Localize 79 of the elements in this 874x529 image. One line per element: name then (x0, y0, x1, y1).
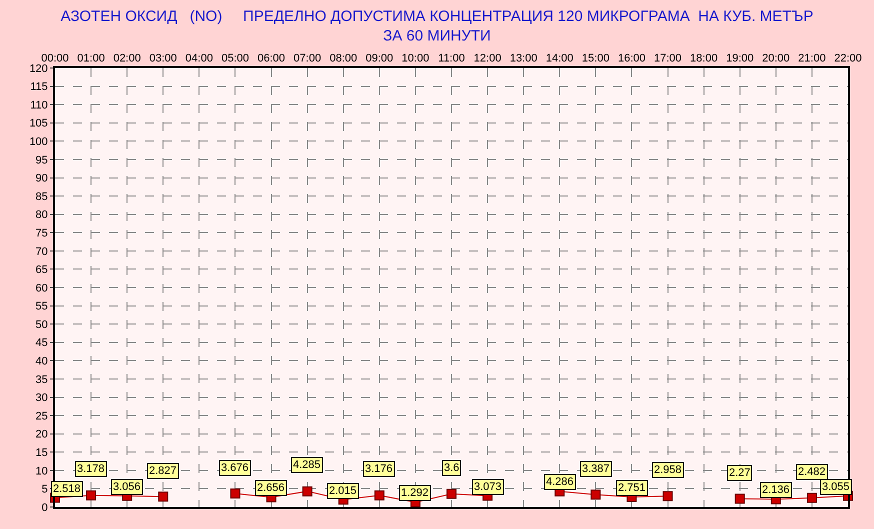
data-label: 2.482 (798, 466, 826, 478)
x-tick-label: 18:00 (690, 52, 718, 65)
y-tick-label: 85 (36, 190, 48, 203)
y-tick-label: 20 (36, 428, 48, 441)
y-tick-label: 95 (36, 154, 48, 166)
y-tick-label: 15 (36, 446, 48, 459)
point (158, 492, 168, 502)
x-tick-label: 10:00 (402, 52, 430, 65)
x-tick-label: 06:00 (258, 52, 286, 65)
y-tick-label: 90 (36, 172, 48, 185)
data-label: 3.055 (822, 481, 850, 493)
data-label: 3.056 (113, 481, 141, 493)
y-tick-label: 115 (30, 81, 48, 94)
x-tick-label: 13:00 (510, 52, 538, 65)
y-tick-label: 55 (36, 300, 48, 313)
x-tick-label: 20:00 (762, 52, 790, 65)
y-tick-label: 110 (30, 99, 48, 112)
data-label: 3.178 (77, 463, 105, 475)
data-label: 2.27 (729, 467, 750, 479)
y-tick-label: 50 (36, 318, 48, 331)
chart-title: АЗОТЕН ОКСИД (NO) ПРЕДЕЛНО ДОПУСТИМА КОНЦЕНТРАЦИЯ 120 МИКРОГРАМА НА КУБ. МЕТЪР ЗА 60 МИНУТИ (60, 8, 814, 45)
x-tick-label: 14:00 (546, 52, 574, 65)
y-tick-label: 70 (36, 246, 48, 258)
point (446, 488, 456, 499)
point (734, 494, 745, 504)
x-tick-label: 00:00 (41, 52, 69, 65)
y-tick-label: 5 (42, 484, 48, 496)
data-label: 3.676 (221, 462, 249, 474)
y-tick-label: 75 (36, 227, 48, 240)
x-tick-label: 08:00 (330, 52, 358, 65)
point (86, 490, 96, 500)
x-tick-label: 15:00 (582, 52, 610, 65)
x-tick-label: 09:00 (366, 52, 394, 65)
data-label: 3.176 (365, 463, 393, 475)
data-label: 3.073 (474, 481, 502, 493)
x-tick-label: 11:00 (438, 52, 465, 65)
x-tick-label: 07:00 (294, 52, 322, 65)
x-tick-label: 03:00 (149, 52, 177, 65)
data-label: 2.518 (53, 483, 81, 495)
point (590, 490, 601, 500)
data-label: 3.387 (582, 463, 610, 475)
x-tick-label: 02:00 (113, 52, 141, 65)
point (230, 488, 240, 499)
data-label: 2.136 (762, 484, 790, 496)
x-tick-label: 22:00 (834, 52, 862, 65)
y-tick-label: 60 (36, 282, 48, 294)
y-tick-label: 45 (36, 337, 48, 350)
x-tick-label: 01:00 (77, 52, 105, 65)
y-tick-label: 105 (29, 118, 48, 130)
point (302, 486, 312, 496)
data-label: 2.958 (654, 464, 682, 476)
point (806, 492, 817, 503)
y-tick-label: 40 (36, 356, 48, 368)
x-tick-label: 04:00 (185, 52, 213, 65)
point (662, 491, 673, 502)
x-tick-label: 19:00 (726, 52, 754, 65)
y-tick-label: 120 (29, 62, 48, 75)
y-tick-label: 35 (36, 374, 48, 386)
y-tick-label: 30 (36, 392, 48, 404)
y-tick-label: 0 (42, 502, 48, 514)
data-label: 2.751 (618, 482, 646, 494)
x-tick-label: 12:00 (474, 52, 502, 65)
y-tick-label: 10 (36, 465, 48, 478)
data-label: 3.6 (444, 462, 460, 474)
data-label: 2.827 (149, 465, 177, 477)
x-tick-label: 16:00 (618, 52, 646, 65)
data-label: 4.285 (293, 459, 321, 471)
x-tick-label: 05:00 (221, 52, 249, 65)
y-tick-label: 65 (36, 264, 48, 276)
y-tick-label: 25 (36, 410, 48, 422)
point (374, 490, 384, 500)
data-label: 2.656 (257, 482, 285, 494)
y-tick-label: 80 (36, 209, 48, 222)
data-label: 1.292 (401, 487, 429, 499)
data-label: 4.286 (546, 476, 574, 488)
y-tick-label: 100 (29, 136, 48, 148)
data-label: 2.015 (329, 485, 357, 497)
x-tick-label: 17:00 (654, 52, 682, 65)
x-tick-label: 21:00 (798, 52, 826, 65)
